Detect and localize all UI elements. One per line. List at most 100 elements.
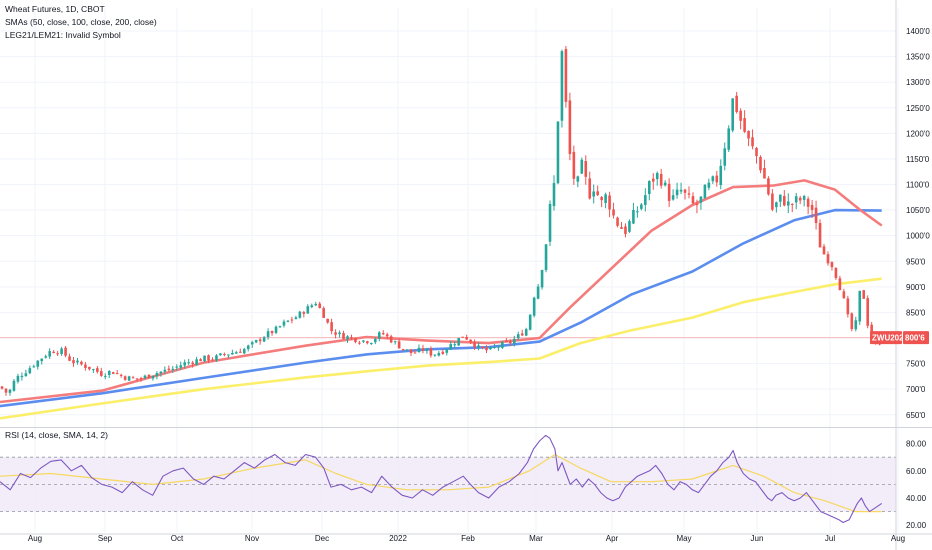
candle-body	[262, 337, 266, 342]
candle-body	[866, 298, 869, 326]
candle-body	[862, 290, 866, 299]
candle-body	[254, 340, 258, 343]
candle-body	[44, 356, 48, 358]
rsi-axis[interactable]: 80.00 60.00 40.00 20.00	[906, 440, 927, 531]
candle-body	[385, 334, 389, 337]
candle-body	[167, 368, 171, 371]
candle-body	[163, 369, 167, 372]
candle-body	[783, 196, 786, 206]
candle-body	[306, 306, 310, 314]
candle-body	[505, 340, 508, 342]
candle-body	[103, 375, 107, 377]
time-tick-label: Nov	[245, 534, 259, 543]
candle-body	[540, 270, 544, 288]
candle-body	[338, 332, 341, 335]
candle-body	[417, 347, 421, 353]
candle-body	[155, 373, 159, 377]
sma-legend[interactable]: SMAs (50, close, 100, close, 200, close)	[5, 17, 157, 27]
candle-body	[377, 332, 381, 339]
candle-body	[834, 267, 838, 278]
candle-body	[318, 303, 322, 309]
time-tick-label: Apr	[606, 534, 619, 543]
candle-body	[231, 352, 234, 355]
candle-body	[461, 336, 464, 338]
candle-body	[96, 368, 99, 372]
candle-body	[699, 196, 703, 203]
candle-body	[509, 341, 512, 344]
candle-body	[636, 211, 639, 213]
candle-body	[457, 337, 460, 346]
candle-body	[771, 193, 774, 210]
candle-body	[632, 209, 635, 224]
candle-body	[743, 118, 746, 132]
candle-body	[175, 366, 179, 368]
time-tick-label: 2022	[389, 534, 407, 543]
candle-body	[12, 380, 16, 391]
candle-body	[370, 342, 373, 344]
price-axis[interactable]: 1400'0 1350'0 1300'0 1250'0 1200'0 1150'0 1100…	[906, 27, 930, 420]
candle-body	[401, 348, 405, 350]
candle-body	[763, 168, 766, 179]
candle-body	[346, 336, 349, 340]
candle-body	[810, 204, 814, 210]
candle-body	[183, 362, 186, 366]
candle-body	[608, 195, 611, 210]
candle-body	[203, 355, 206, 362]
candle-body	[767, 178, 770, 195]
candle-body	[40, 358, 44, 362]
candle-body	[516, 334, 520, 339]
candle-body	[647, 181, 651, 195]
candle-body	[72, 360, 75, 364]
candle-body	[532, 297, 536, 316]
candle-body	[731, 98, 734, 131]
candle-body	[477, 345, 480, 348]
candle-body	[191, 362, 194, 364]
candle-body	[806, 198, 810, 207]
candle-body	[600, 197, 603, 201]
candle-body	[449, 344, 453, 350]
candle-body	[274, 326, 278, 333]
time-tick-label: Feb	[461, 534, 475, 543]
candle-body	[580, 159, 584, 174]
rsi-legend[interactable]: RSI (14, close, SMA, 14, 2)	[5, 430, 108, 440]
price-tick-label: 700'0	[906, 385, 926, 394]
candle-body	[374, 338, 377, 343]
candle-body	[481, 346, 484, 348]
candle-body	[207, 355, 210, 361]
candles	[0, 46, 881, 396]
invalid-symbol-legend: LEG21/LEM21: Invalid Symbol	[5, 30, 121, 40]
candle-body	[119, 374, 123, 376]
candle-body	[250, 342, 254, 345]
candle-body	[290, 319, 294, 321]
sma200-line	[0, 277, 882, 420]
candle-body	[675, 189, 679, 196]
candle-body	[747, 130, 750, 139]
candle-body	[560, 51, 564, 121]
candle-body	[564, 49, 568, 102]
candle-body	[584, 161, 588, 177]
candle-body	[16, 375, 20, 382]
candle-body	[727, 128, 731, 150]
candle-body	[199, 359, 202, 362]
candle-body	[616, 217, 619, 226]
candle-body	[227, 354, 230, 356]
time-axis[interactable]: Aug Sep Oct Nov Dec 2022 Feb Mar Apr May Jun Jul Aug	[28, 534, 905, 543]
candle-body	[266, 331, 270, 338]
candle-body	[195, 359, 198, 365]
candle-body	[493, 346, 496, 348]
time-tick-label: May	[676, 534, 691, 543]
candle-body	[814, 207, 818, 223]
candle-body	[107, 370, 111, 375]
candle-body	[683, 189, 687, 193]
chart-title: Wheat Futures, 1D, CBOT	[5, 4, 105, 14]
candle-body	[20, 375, 24, 378]
candle-body	[326, 318, 329, 323]
time-tick-label: Jun	[751, 534, 764, 543]
candle-body	[100, 371, 103, 376]
candle-body	[302, 312, 306, 314]
candle-body	[822, 246, 826, 255]
candle-body	[501, 342, 504, 348]
